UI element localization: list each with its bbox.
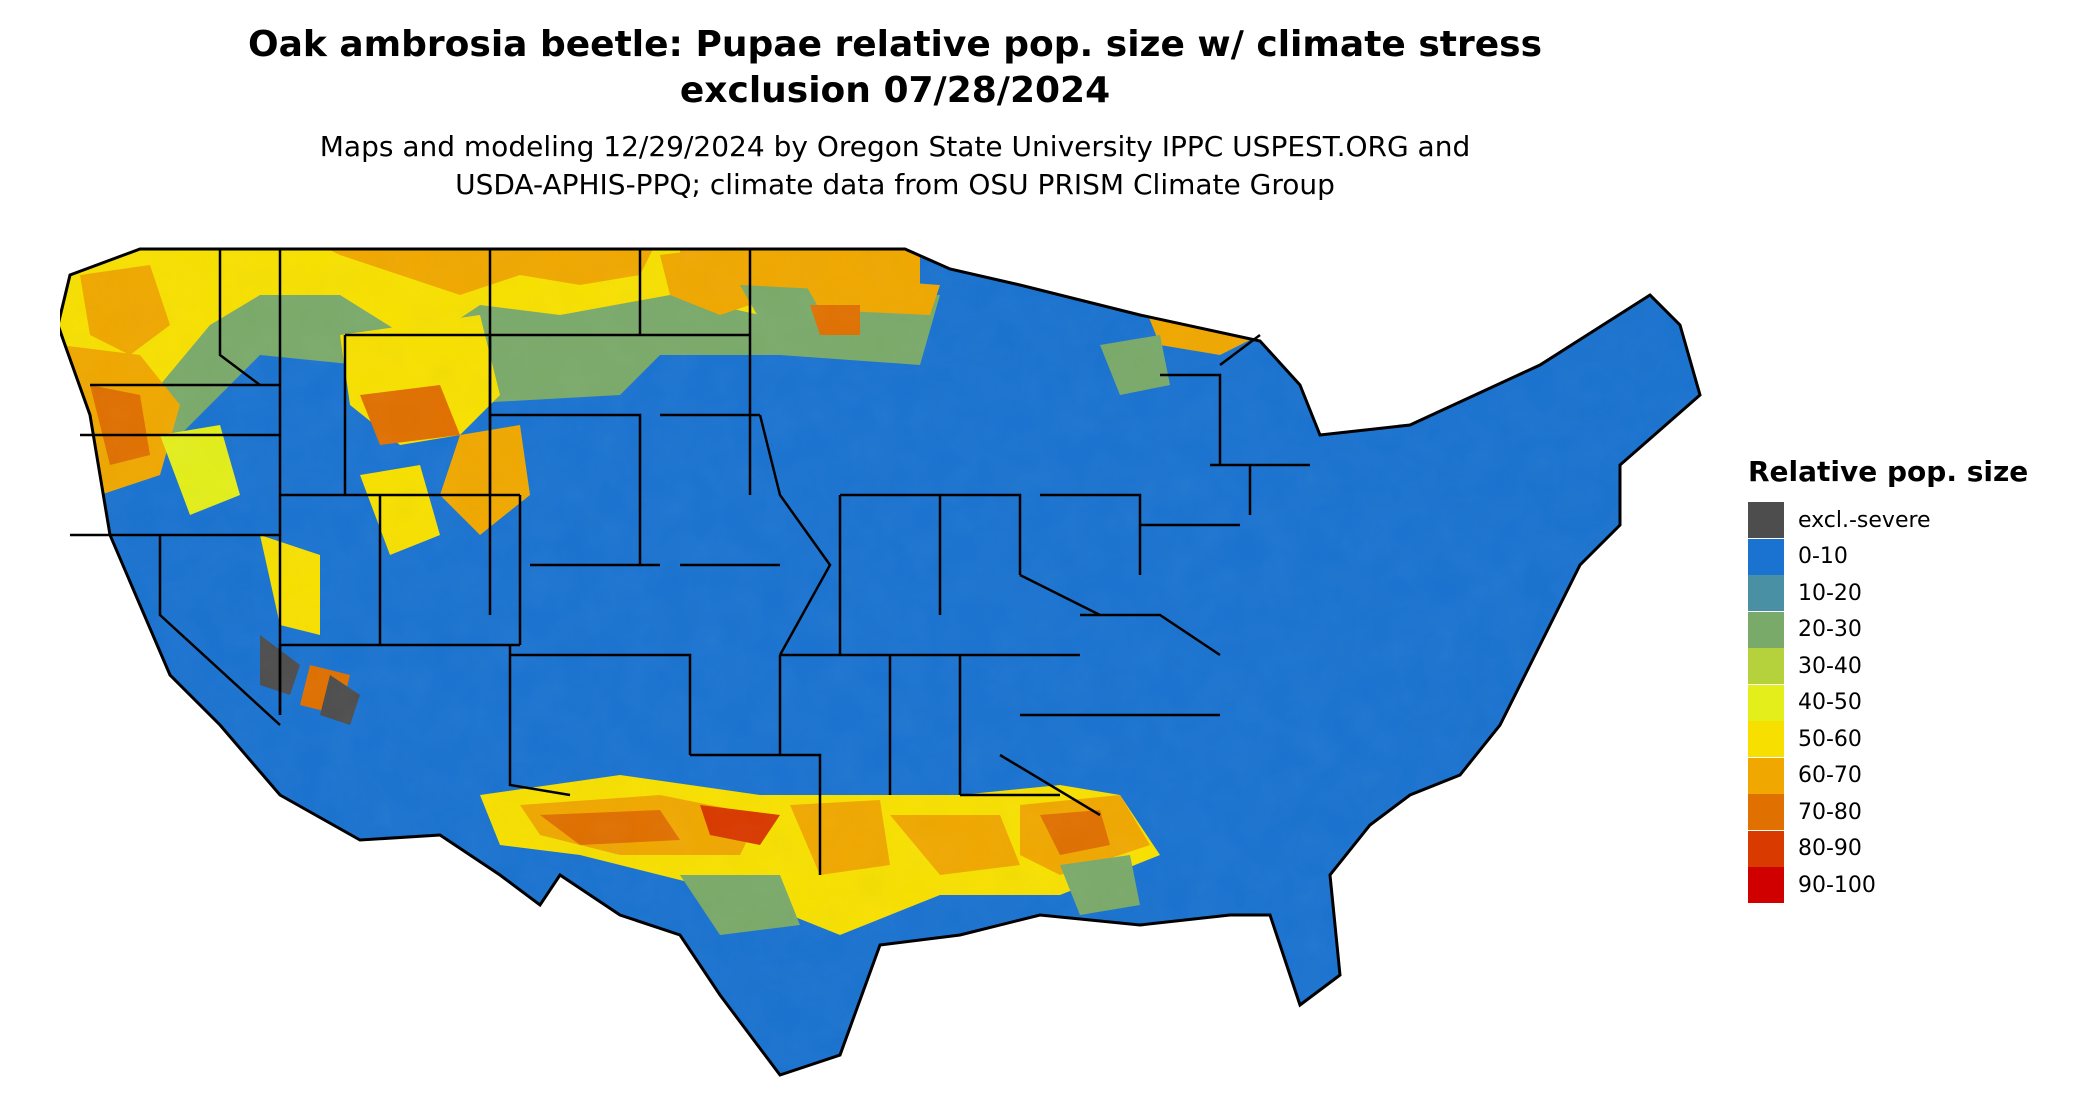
legend-label: 80-90 bbox=[1798, 836, 1862, 862]
subtitle-line-2: USDA-APHIS-PPQ; climate data from OSU PR… bbox=[455, 168, 1335, 201]
legend-item: 60-70 bbox=[1748, 757, 2028, 795]
legend-item: 40-50 bbox=[1748, 684, 2028, 722]
subtitle-line-1: Maps and modeling 12/29/2024 by Oregon S… bbox=[319, 130, 1471, 163]
legend-item: 10-20 bbox=[1748, 575, 2028, 612]
legend-item: 50-60 bbox=[1748, 721, 2028, 758]
legend-swatch bbox=[1748, 867, 1784, 904]
legend-item: 80-90 bbox=[1748, 830, 2028, 868]
legend-swatch bbox=[1748, 794, 1784, 831]
legend-label: 70-80 bbox=[1798, 799, 1862, 825]
legend-item: excl.-severe bbox=[1748, 502, 2028, 539]
legend-swatch bbox=[1748, 648, 1784, 685]
map-title: Oak ambrosia beetle: Pupae relative pop.… bbox=[0, 22, 1790, 114]
legend-swatch bbox=[1748, 830, 1784, 867]
state-borders bbox=[70, 249, 1310, 875]
legend-label: 60-70 bbox=[1798, 763, 1862, 789]
legend-item: 0-10 bbox=[1748, 538, 2028, 576]
legend-label: 20-30 bbox=[1798, 617, 1862, 643]
legend: Relative pop. size excl.-severe 0-10 10-20… bbox=[1748, 455, 2028, 904]
legend-swatch bbox=[1748, 684, 1784, 721]
legend-item: 70-80 bbox=[1748, 794, 2028, 831]
legend-item: 90-100 bbox=[1748, 867, 2028, 904]
legend-label: 10-20 bbox=[1798, 580, 1862, 606]
map-subtitle: Maps and modeling 12/29/2024 by Oregon S… bbox=[0, 128, 1790, 204]
legend-label: 30-40 bbox=[1798, 653, 1862, 679]
legend-label: excl.-severe bbox=[1798, 507, 1931, 533]
legend-swatch bbox=[1748, 502, 1784, 539]
legend-label: 40-50 bbox=[1798, 690, 1862, 716]
legend-label: 90-100 bbox=[1798, 872, 1876, 898]
legend-item: 20-30 bbox=[1748, 611, 2028, 649]
legend-items: excl.-severe 0-10 10-20 20-30 30-40 40-50 50-6… bbox=[1748, 502, 2028, 904]
us-outline bbox=[60, 247, 1702, 1077]
legend-swatch bbox=[1748, 575, 1784, 612]
us-population-map bbox=[60, 247, 1702, 1077]
legend-label: 0-10 bbox=[1798, 544, 1848, 570]
legend-swatch bbox=[1748, 538, 1784, 575]
legend-title: Relative pop. size bbox=[1748, 455, 2029, 488]
title-line-2: exclusion 07/28/2024 bbox=[679, 70, 1111, 111]
legend-label: 50-60 bbox=[1798, 726, 1862, 752]
legend-swatch bbox=[1748, 721, 1784, 758]
title-line-1: Oak ambrosia beetle: Pupae relative pop.… bbox=[247, 24, 1543, 65]
legend-swatch bbox=[1748, 611, 1784, 648]
legend-swatch bbox=[1748, 757, 1784, 794]
legend-item: 30-40 bbox=[1748, 648, 2028, 685]
